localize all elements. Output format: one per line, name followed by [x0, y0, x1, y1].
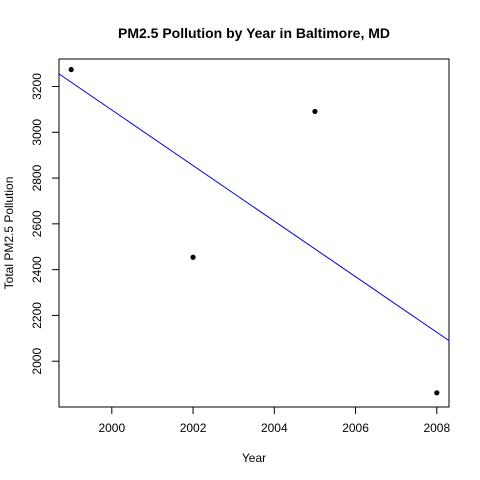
x-tick-label: 2008 — [423, 421, 450, 435]
data-point — [312, 108, 318, 115]
y-tick-label: 2400 — [30, 256, 44, 283]
data-point — [434, 390, 440, 396]
y-tick-label: 2200 — [30, 302, 44, 329]
x-axis-title: Year — [242, 451, 266, 465]
trend-line — [58, 73, 450, 342]
y-tick-label: 2600 — [30, 210, 44, 237]
plot-area — [58, 58, 450, 408]
x-axis: 2000 2002 2004 2006 2008 — [98, 407, 450, 435]
y-tick-label: 2800 — [30, 164, 44, 191]
x-tick-label: 2006 — [342, 421, 369, 435]
x-tick-label: 2004 — [261, 421, 288, 435]
points-layer — [68, 66, 440, 396]
data-point — [68, 66, 74, 73]
y-axis-title: Total PM2.5 Pollution — [2, 177, 16, 290]
x-tick-label: 2002 — [180, 421, 207, 435]
chart-title: PM2.5 Pollution by Year in Baltimore, MD — [118, 25, 390, 41]
data-point — [190, 254, 196, 260]
trendline-layer — [58, 73, 450, 342]
y-tick-label: 3200 — [30, 73, 44, 100]
y-axis: 2000 2200 2400 2600 2800 3000 3200 — [30, 73, 59, 375]
y-tick-label: 3000 — [30, 119, 44, 146]
y-tick-label: 2000 — [30, 348, 44, 375]
x-tick-label: 2000 — [98, 421, 125, 435]
